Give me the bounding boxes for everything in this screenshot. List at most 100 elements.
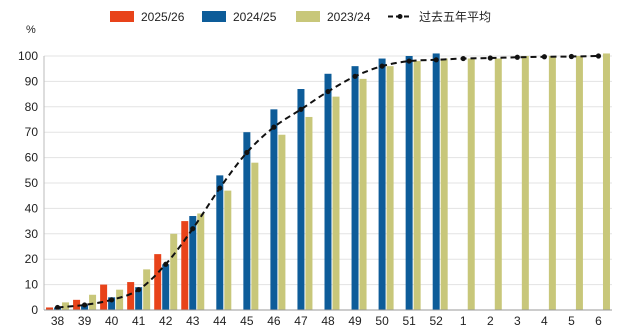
legend: 2025/26 2024/25 2023/24 过去五年平均 xyxy=(110,10,491,24)
bar-2025-26-38 xyxy=(46,307,54,310)
average-point-2 xyxy=(487,55,493,61)
y-tick-label: 50 xyxy=(25,176,39,190)
y-tick-label: 100 xyxy=(18,49,38,63)
x-tick-label: 49 xyxy=(348,314,362,328)
bar-2023-24-40 xyxy=(116,289,124,310)
average-point-42 xyxy=(163,261,169,267)
legend-label: 过去五年平均 xyxy=(419,10,491,24)
bar-2023-24-41 xyxy=(143,269,151,310)
bar-2024-25-49 xyxy=(351,66,359,310)
x-tick-label: 44 xyxy=(213,314,227,328)
legend-label: 2024/25 xyxy=(233,10,277,24)
y-tick-label: 40 xyxy=(25,201,39,215)
average-point-51 xyxy=(406,58,412,64)
bar-2023-24-51 xyxy=(413,61,421,310)
bar-2023-24-2 xyxy=(494,58,502,310)
average-point-4 xyxy=(541,54,547,60)
bar-2024-25-43 xyxy=(189,216,197,310)
y-tick-label: 70 xyxy=(25,125,39,139)
average-point-49 xyxy=(352,73,358,79)
bar-2025-26-39 xyxy=(73,299,81,310)
average-point-38 xyxy=(54,304,61,311)
bar-2024-25-40 xyxy=(108,297,116,310)
x-tick-label: 39 xyxy=(78,314,92,328)
bar-2023-24-44 xyxy=(224,190,232,310)
legend-swatch-2025-26 xyxy=(110,11,134,22)
x-tick-label: 51 xyxy=(402,314,416,328)
y-axis-unit: % xyxy=(26,24,36,36)
bar-2023-24-3 xyxy=(521,56,529,310)
x-tick-label: 40 xyxy=(105,314,119,328)
x-axis: 38 39 40 41 42 43 44 45 46 47 48 49 50 51 52 1 2 3 4 5 6 xyxy=(44,309,612,328)
x-tick-label: 47 xyxy=(294,314,308,328)
x-tick-label: 48 xyxy=(321,314,335,328)
bar-2024-25-46 xyxy=(270,109,278,310)
average-point-40 xyxy=(109,297,115,303)
bar-2025-26-42 xyxy=(154,254,162,310)
bar-2024-25-45 xyxy=(243,132,251,310)
average-point-46 xyxy=(271,124,277,130)
bar-2024-25-52 xyxy=(432,53,440,311)
y-tick-label: 60 xyxy=(25,151,39,165)
bar-2025-26-43 xyxy=(181,221,189,310)
average-point-3 xyxy=(514,54,520,60)
legend-swatch-2023-24 xyxy=(296,11,320,22)
y-tick-label: 20 xyxy=(25,252,39,266)
average-point-1 xyxy=(460,55,466,62)
x-tick-label: 46 xyxy=(267,314,281,328)
y-tick-label: 90 xyxy=(25,74,39,88)
x-tick-label: 6 xyxy=(595,314,602,328)
legend-label: 2025/26 xyxy=(141,10,185,24)
y-tick-label: 10 xyxy=(25,278,39,292)
legend-swatch-2024-25 xyxy=(202,11,226,22)
x-tick-label: 50 xyxy=(375,314,389,328)
bar-2023-24-52 xyxy=(440,58,448,310)
bar-2024-25-48 xyxy=(324,73,332,310)
bar-2023-24-4 xyxy=(548,56,556,310)
bar-2024-25-50 xyxy=(378,58,386,310)
bar-2023-24-49 xyxy=(359,78,367,310)
bar-2023-24-6 xyxy=(602,53,610,311)
bar-2023-24-46 xyxy=(278,134,286,310)
bar-2023-24-48 xyxy=(332,96,340,310)
y-tick-label: 30 xyxy=(25,227,39,241)
average-point-39 xyxy=(81,302,88,308)
x-tick-label: 43 xyxy=(186,314,200,328)
legend-label: 2023/24 xyxy=(327,10,371,24)
average-point-52 xyxy=(433,57,439,63)
y-axis: 0 10 20 30 40 50 60 70 80 90 100 xyxy=(18,49,45,317)
y-tick-label: 0 xyxy=(31,303,38,317)
x-tick-label: 1 xyxy=(460,314,467,328)
bar-2025-26-40 xyxy=(100,284,108,310)
bar-2023-24-38 xyxy=(62,302,70,310)
bar-2023-24-45 xyxy=(251,162,259,310)
average-point-45 xyxy=(244,149,250,156)
bar-2023-24-1 xyxy=(467,58,475,310)
bar-2024-25-41 xyxy=(135,287,143,310)
x-tick-label: 41 xyxy=(132,314,146,328)
average-point-50 xyxy=(379,63,385,69)
bar-2023-24-5 xyxy=(575,56,583,310)
bar-2023-24-47 xyxy=(305,116,313,311)
x-tick-label: 4 xyxy=(541,314,548,328)
bar-2024-25-51 xyxy=(405,56,413,310)
bar-2023-24-42 xyxy=(170,233,178,310)
x-tick-label: 38 xyxy=(51,314,65,328)
average-line xyxy=(54,53,602,311)
average-point-5 xyxy=(568,53,575,60)
bar-2024-25-47 xyxy=(297,89,305,311)
bars xyxy=(46,53,610,311)
legend-marker-average xyxy=(397,14,403,19)
average-point-48 xyxy=(325,88,331,95)
average-point-44 xyxy=(217,185,223,191)
bar-2024-25-44 xyxy=(216,175,224,310)
bar-2023-24-50 xyxy=(386,66,394,310)
x-tick-label: 42 xyxy=(159,314,173,328)
bar-2023-24-39 xyxy=(89,294,97,310)
x-tick-label: 5 xyxy=(568,314,575,328)
average-point-6 xyxy=(595,53,602,59)
average-point-41 xyxy=(136,287,142,293)
x-tick-label: 3 xyxy=(514,314,521,328)
x-tick-label: 52 xyxy=(430,314,444,328)
